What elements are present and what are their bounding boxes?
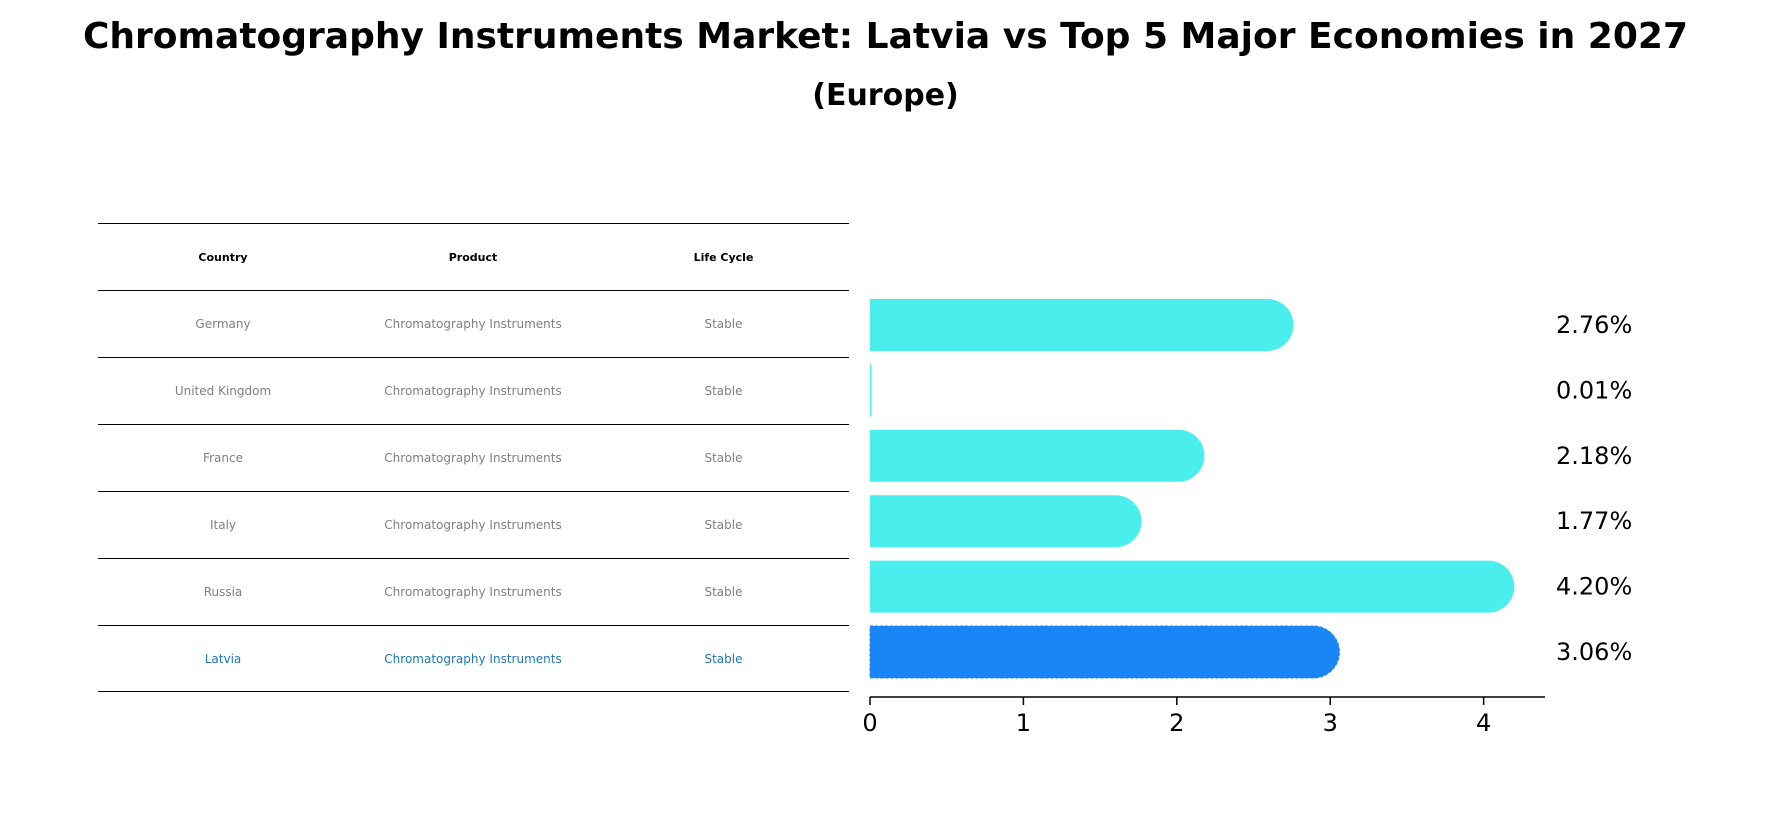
table-row: France Chromatography Instruments Stable (98, 424, 849, 491)
table-header-row: Country Product Life Cycle (98, 223, 849, 290)
cell-life-cycle: Stable (704, 317, 743, 331)
cell-country: United Kingdom (174, 384, 272, 398)
x-tick-label: 2 (1169, 709, 1184, 737)
value-label-latvia: 3.06% (1556, 638, 1632, 666)
cell-product: Chromatography Instruments (384, 518, 562, 532)
cell-product: Chromatography Instruments (384, 317, 562, 331)
cell-life-cycle: Stable (704, 651, 743, 666)
cell-country: Germany (195, 317, 251, 331)
x-tick-label: 0 (862, 709, 877, 737)
table-row-highlighted: Latvia Chromatography Instruments Stable (98, 625, 849, 692)
header-country: Country (198, 250, 248, 264)
cell-country: Russia (203, 585, 243, 599)
cell-product: Chromatography Instruments (384, 651, 562, 666)
bar-united-kingdom (870, 364, 872, 417)
x-tick-label: 1 (1016, 709, 1031, 737)
bar-france (870, 429, 1205, 482)
cell-country: Italy (209, 518, 237, 532)
cell-product: Chromatography Instruments (384, 451, 562, 465)
chart-subtitle: (Europe) (812, 78, 959, 113)
table-row: Italy Chromatography Instruments Stable (98, 491, 849, 558)
table-row: Germany Chromatography Instruments Stabl… (98, 290, 849, 357)
cell-life-cycle: Stable (704, 585, 743, 599)
cell-country: France (203, 451, 243, 465)
cell-product: Chromatography Instruments (384, 585, 562, 599)
value-label-united-kingdom: 0.01% (1556, 376, 1632, 404)
data-table: Country Product Life Cycle Germany Chrom… (98, 223, 849, 692)
value-label-italy: 1.77% (1556, 507, 1632, 535)
bar-latvia (869, 625, 1340, 679)
cell-country: Latvia (204, 651, 242, 666)
table-row: Russia Chromatography Instruments Stable (98, 558, 849, 625)
cell-product: Chromatography Instruments (384, 384, 562, 398)
bar-russia (870, 560, 1515, 613)
table-row: United Kingdom Chromatography Instrument… (98, 357, 849, 424)
header-product: Product (448, 250, 498, 264)
x-tick-label: 3 (1323, 709, 1338, 737)
header-life-cycle: Life Cycle (693, 250, 754, 264)
value-label-russia: 4.20% (1556, 573, 1632, 601)
value-label-france: 2.18% (1556, 442, 1632, 470)
cell-life-cycle: Stable (704, 451, 743, 465)
bar-germany (870, 299, 1294, 351)
value-label-germany: 2.76% (1556, 311, 1632, 339)
bar-italy (870, 495, 1142, 548)
chart-title: Chromatography Instruments Market: Latvi… (83, 16, 1688, 57)
cell-life-cycle: Stable (704, 384, 743, 398)
x-tick-label: 4 (1476, 709, 1491, 737)
cell-life-cycle: Stable (704, 518, 743, 532)
